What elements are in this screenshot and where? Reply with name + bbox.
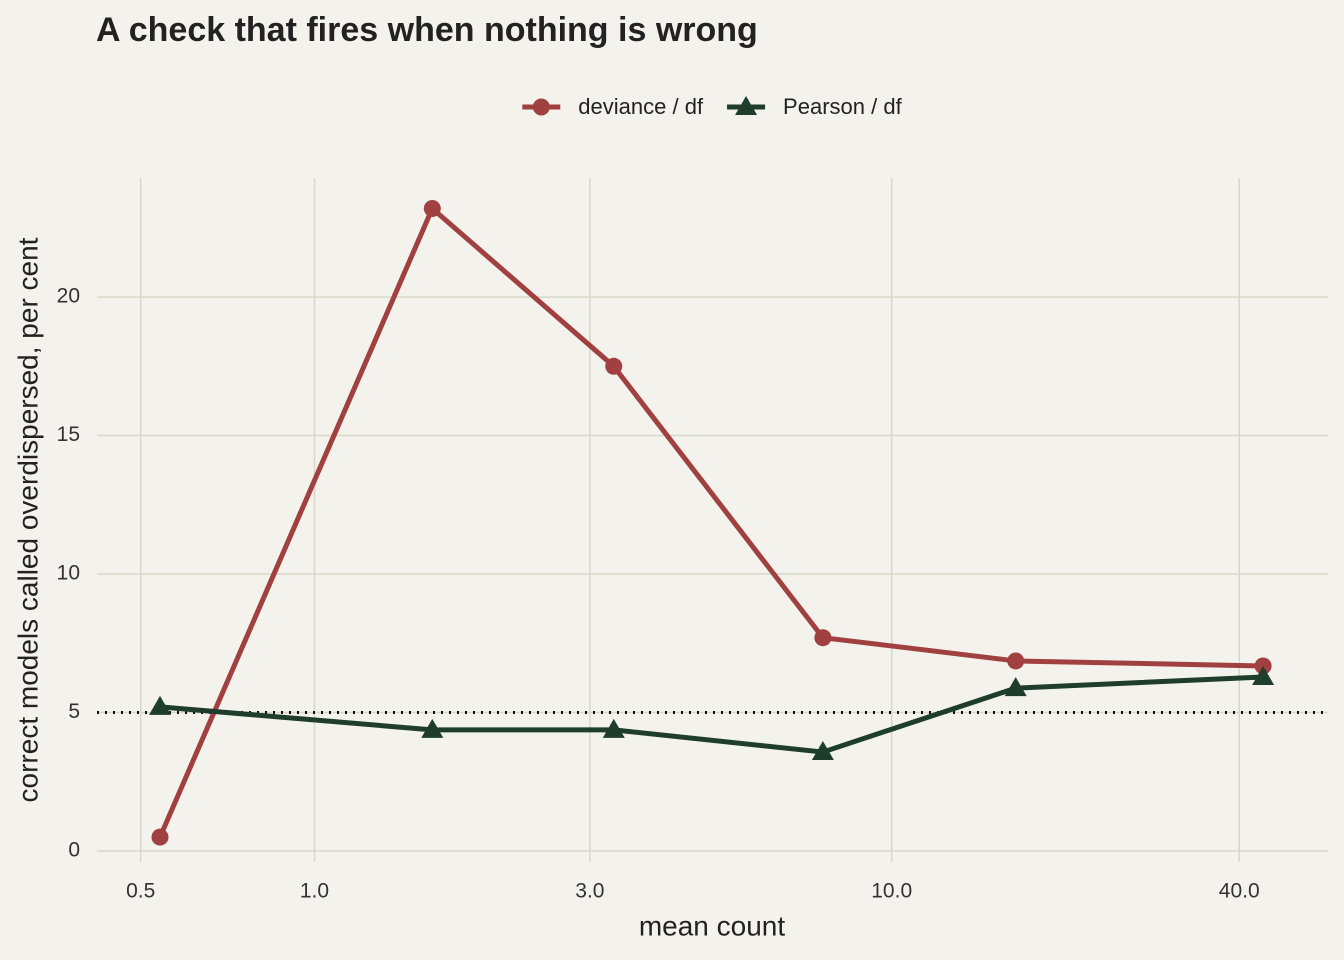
legend-marker xyxy=(532,98,550,116)
y-tick-label: 10 xyxy=(57,562,80,585)
legend: deviance / df Pearson / df xyxy=(522,94,903,119)
marker xyxy=(421,718,444,738)
y-axis-label: correct models called overdispersed, per… xyxy=(12,237,43,802)
y-tick-label: 15 xyxy=(57,423,80,446)
legend-items: deviance / df Pearson / df xyxy=(522,94,903,119)
legend-label: Pearson / df xyxy=(783,94,903,119)
x-tick-label: 1.0 xyxy=(300,880,329,903)
marker xyxy=(605,357,623,375)
grid: 0 5 10 15 20 0.5 1.0 3.0 10.0 40.0 xyxy=(57,178,1328,903)
marker xyxy=(811,741,834,761)
marker xyxy=(151,828,169,846)
marker xyxy=(602,718,625,738)
marker xyxy=(1007,652,1025,670)
chart-title: A check that fires when nothing is wrong xyxy=(96,11,758,49)
marker xyxy=(1252,666,1275,686)
marker xyxy=(149,695,172,715)
x-tick-label: 10.0 xyxy=(871,880,912,903)
x-axis-label: mean count xyxy=(639,910,786,941)
y-tick-label: 5 xyxy=(68,700,80,723)
series-line xyxy=(157,205,1264,839)
legend-marker xyxy=(735,96,758,115)
y-tick-label: 20 xyxy=(57,285,80,308)
legend-item: Pearson / df xyxy=(727,94,903,119)
x-tick-label: 0.5 xyxy=(126,880,155,903)
x-tick-label: 40.0 xyxy=(1219,880,1260,903)
legend-item: deviance / df xyxy=(522,94,704,119)
y-tick-label: 0 xyxy=(68,838,80,861)
series-line xyxy=(159,674,1264,755)
marker xyxy=(1254,657,1272,675)
marker xyxy=(1004,677,1027,697)
marker xyxy=(814,629,832,647)
x-tick-label: 3.0 xyxy=(575,880,604,903)
marker xyxy=(423,199,441,217)
plot-area xyxy=(97,199,1328,846)
legend-label: deviance / df xyxy=(578,94,704,119)
